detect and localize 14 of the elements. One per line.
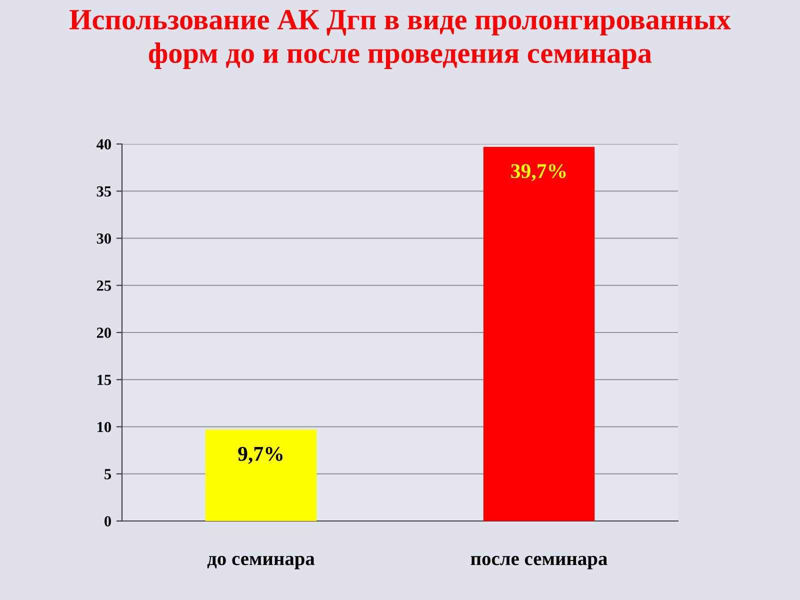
x-tick-label: до семинара (207, 556, 315, 570)
y-tick-label: 5 (104, 469, 112, 480)
y-tick-label: 0 (104, 516, 111, 526)
y-tick-label: 35 (96, 186, 112, 197)
y-tick-label: 25 (96, 280, 112, 291)
y-tick-label: 10 (98, 422, 111, 432)
y-tick-label: 30 (96, 233, 111, 244)
x-tick-label: после семинара (470, 556, 608, 570)
data-label: 9,7% (238, 446, 282, 464)
data-label: 39,7% (511, 164, 566, 182)
y-tick-label: 15 (98, 374, 112, 386)
y-tick-label: 20 (96, 328, 111, 338)
y-tick-label: 40 (96, 139, 111, 150)
chart-title: Использование АК Дгп в виде пролонгированных форм до и после проведения семинара (70, 10, 731, 69)
